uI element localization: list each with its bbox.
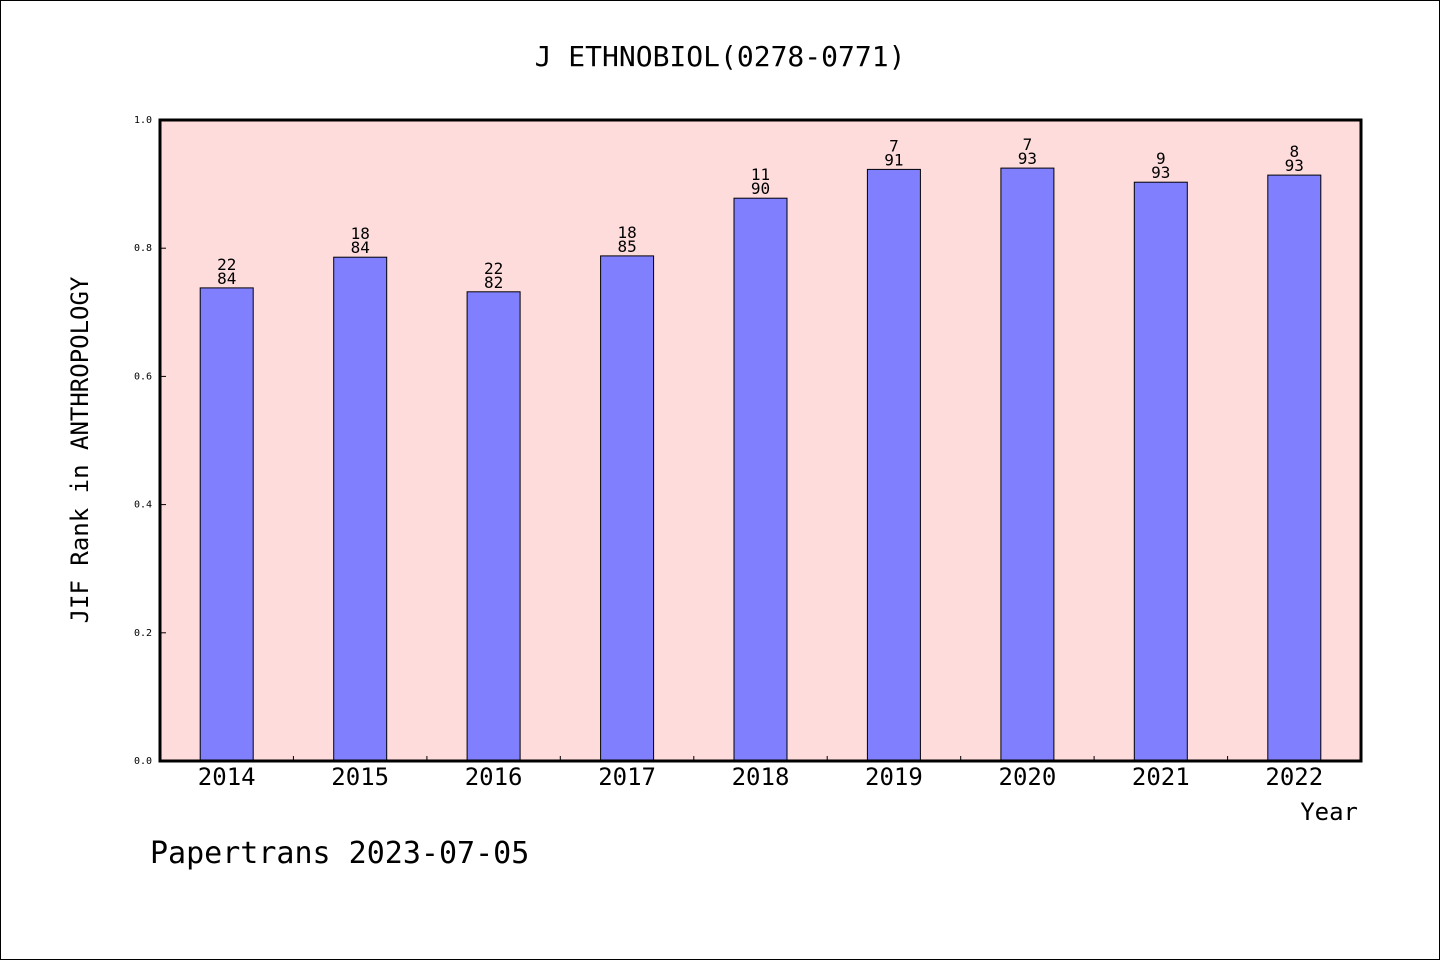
x-tick-label-2020: 2020	[999, 763, 1057, 791]
x-tick-label-2017: 2017	[598, 763, 656, 791]
x-axis: 2014 2015 2016 2017 2018 2019 2020 2021 2022	[198, 756, 1323, 791]
footer-credit: Papertrans 2023-07-05	[150, 836, 529, 871]
chart-title: J ETHNOBIOL(0278-0771)	[535, 40, 906, 73]
bar-label-rank-2018: 11	[751, 165, 770, 184]
bar-2018	[733, 197, 788, 762]
bar-label-rank-2022: 8	[1289, 142, 1299, 161]
bar-label-rank-2016: 22	[484, 259, 503, 278]
y-tick-label: 0.2	[134, 628, 152, 639]
x-tick-label-2014: 2014	[198, 763, 256, 791]
y-tick-label: 0.0	[134, 756, 152, 767]
bar-2022	[1267, 174, 1322, 762]
y-axis-label: JIF Rank in ANTHROPOLOGY	[66, 276, 94, 623]
bar-2021	[1133, 181, 1188, 762]
bar-label-total-2014: 84	[217, 269, 236, 288]
x-tick-label-2019: 2019	[865, 763, 923, 791]
bar-label-total-2016: 82	[484, 273, 503, 292]
bar-2015	[333, 256, 388, 762]
plot-border	[158, 118, 1363, 763]
bar-label-total-2021: 93	[1151, 163, 1170, 182]
bar-label-rank-2021: 9	[1156, 149, 1166, 168]
bar-label-total-2022: 93	[1285, 156, 1304, 175]
bar-2014	[199, 287, 254, 762]
y-tick-label: 0.4	[134, 500, 152, 511]
bars-layer	[199, 167, 1322, 762]
bar-label-rank-2014: 22	[217, 255, 236, 274]
bar-label-rank-2019: 7	[889, 136, 899, 155]
y-tick-label: 0.6	[134, 371, 152, 382]
bar-label-total-2018: 90	[751, 179, 770, 198]
bar-label-total-2015: 84	[351, 238, 370, 257]
y-tick-label: 1.0	[134, 115, 152, 126]
bar-label-rank-2020: 7	[1023, 135, 1033, 154]
x-tick-label-2015: 2015	[331, 763, 389, 791]
x-tick-label-2018: 2018	[732, 763, 790, 791]
bar-2019	[866, 168, 921, 762]
bar-label-rank-2017: 18	[617, 223, 636, 242]
x-tick-label-2016: 2016	[465, 763, 523, 791]
bar-label-total-2017: 85	[617, 237, 636, 256]
bar-label-total-2020: 93	[1018, 149, 1037, 168]
x-axis-label: Year	[1300, 798, 1358, 826]
x-tick-label-2021: 2021	[1132, 763, 1190, 791]
bar-label-total-2019: 91	[884, 150, 903, 169]
x-tick-label-2022: 2022	[1265, 763, 1323, 791]
bar-label-rank-2015: 18	[351, 224, 370, 243]
bar-2017	[600, 255, 655, 762]
bar-2020	[1000, 167, 1055, 762]
bar-2016	[466, 291, 521, 762]
y-tick-label: 0.8	[134, 243, 152, 254]
